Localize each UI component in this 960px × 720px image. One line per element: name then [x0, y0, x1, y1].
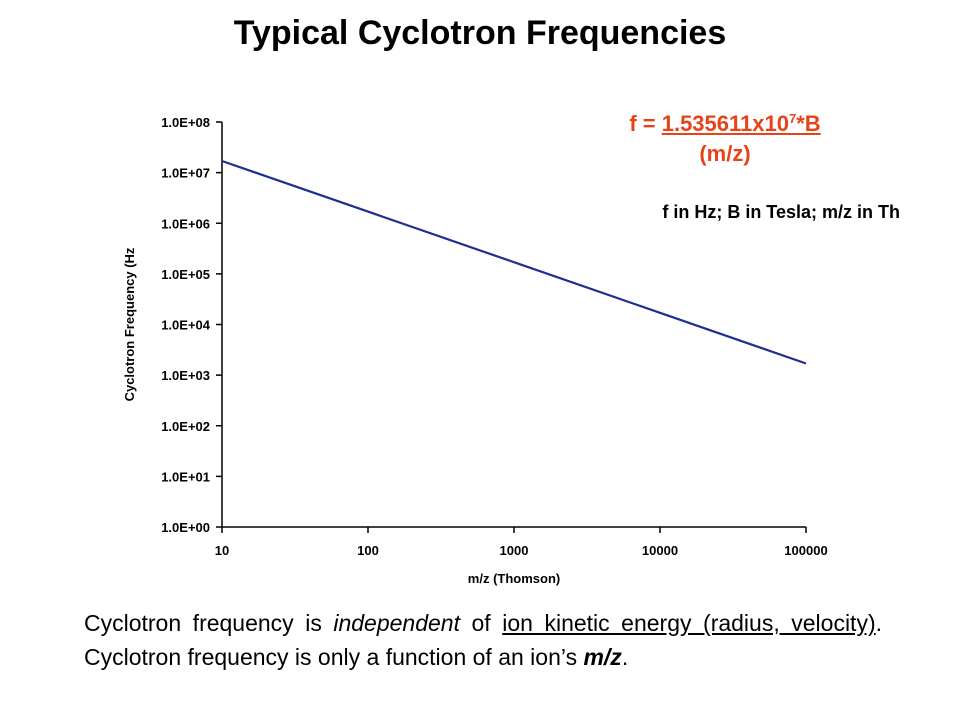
formula-prefix: f =: [629, 111, 662, 136]
formula-numerator-tail: *B: [796, 111, 821, 136]
formula-numerator: f = 1.535611x107*B: [560, 104, 890, 139]
y-tick-label: 1.0E+04: [161, 318, 211, 333]
x-tick-label: 10: [215, 543, 229, 558]
series-line-0: [221, 159, 807, 365]
caption-independent: independent: [333, 610, 460, 636]
x-tick-label: 1000: [500, 543, 529, 558]
caption-part3: of: [459, 610, 503, 636]
y-tick-label: 1.0E+01: [161, 469, 210, 484]
y-axis-title: Cyclotron Frequency (Hz: [122, 247, 137, 401]
caption: Cyclotron frequency is independent of io…: [84, 606, 882, 674]
y-tick-label: 1.0E+00: [161, 520, 210, 535]
y-tick-label: 1.0E+02: [161, 419, 210, 434]
caption-mz: m/z: [583, 644, 622, 670]
units-note: f in Hz; B in Tesla; m/z in Th: [662, 202, 900, 222]
y-tick-label: 1.0E+08: [161, 115, 210, 130]
caption-underlined-phrase: ion kinetic energy (radius, velocity): [502, 610, 876, 636]
y-tick-label: 1.0E+07: [161, 166, 210, 181]
slide-title: Typical Cyclotron Frequencies: [233, 14, 727, 52]
caption-part7: .: [621, 644, 629, 670]
formula-exponent: 7: [788, 111, 797, 126]
formula-coefficient: 1.535611x10: [661, 111, 789, 136]
formula-numerator-expression: 1.535611x107*B: [662, 111, 821, 136]
formula: f = 1.535611x107*B (m/z): [560, 104, 890, 169]
caption-part1: Cyclotron frequency is: [84, 610, 334, 636]
y-tick-label: 1.0E+03: [161, 368, 210, 383]
caption-part5: . Cyclotron frequency is only a function…: [84, 610, 882, 670]
x-tick-label: 100000: [784, 543, 827, 558]
x-tick-label: 100: [357, 543, 379, 558]
formula-denominator: (m/z): [699, 141, 751, 166]
x-tick-label: 10000: [642, 543, 678, 558]
x-axis-title: m/z (Thomson): [468, 571, 560, 586]
y-tick-label: 1.0E+05: [161, 267, 210, 282]
y-tick-label: 1.0E+06: [161, 216, 210, 231]
